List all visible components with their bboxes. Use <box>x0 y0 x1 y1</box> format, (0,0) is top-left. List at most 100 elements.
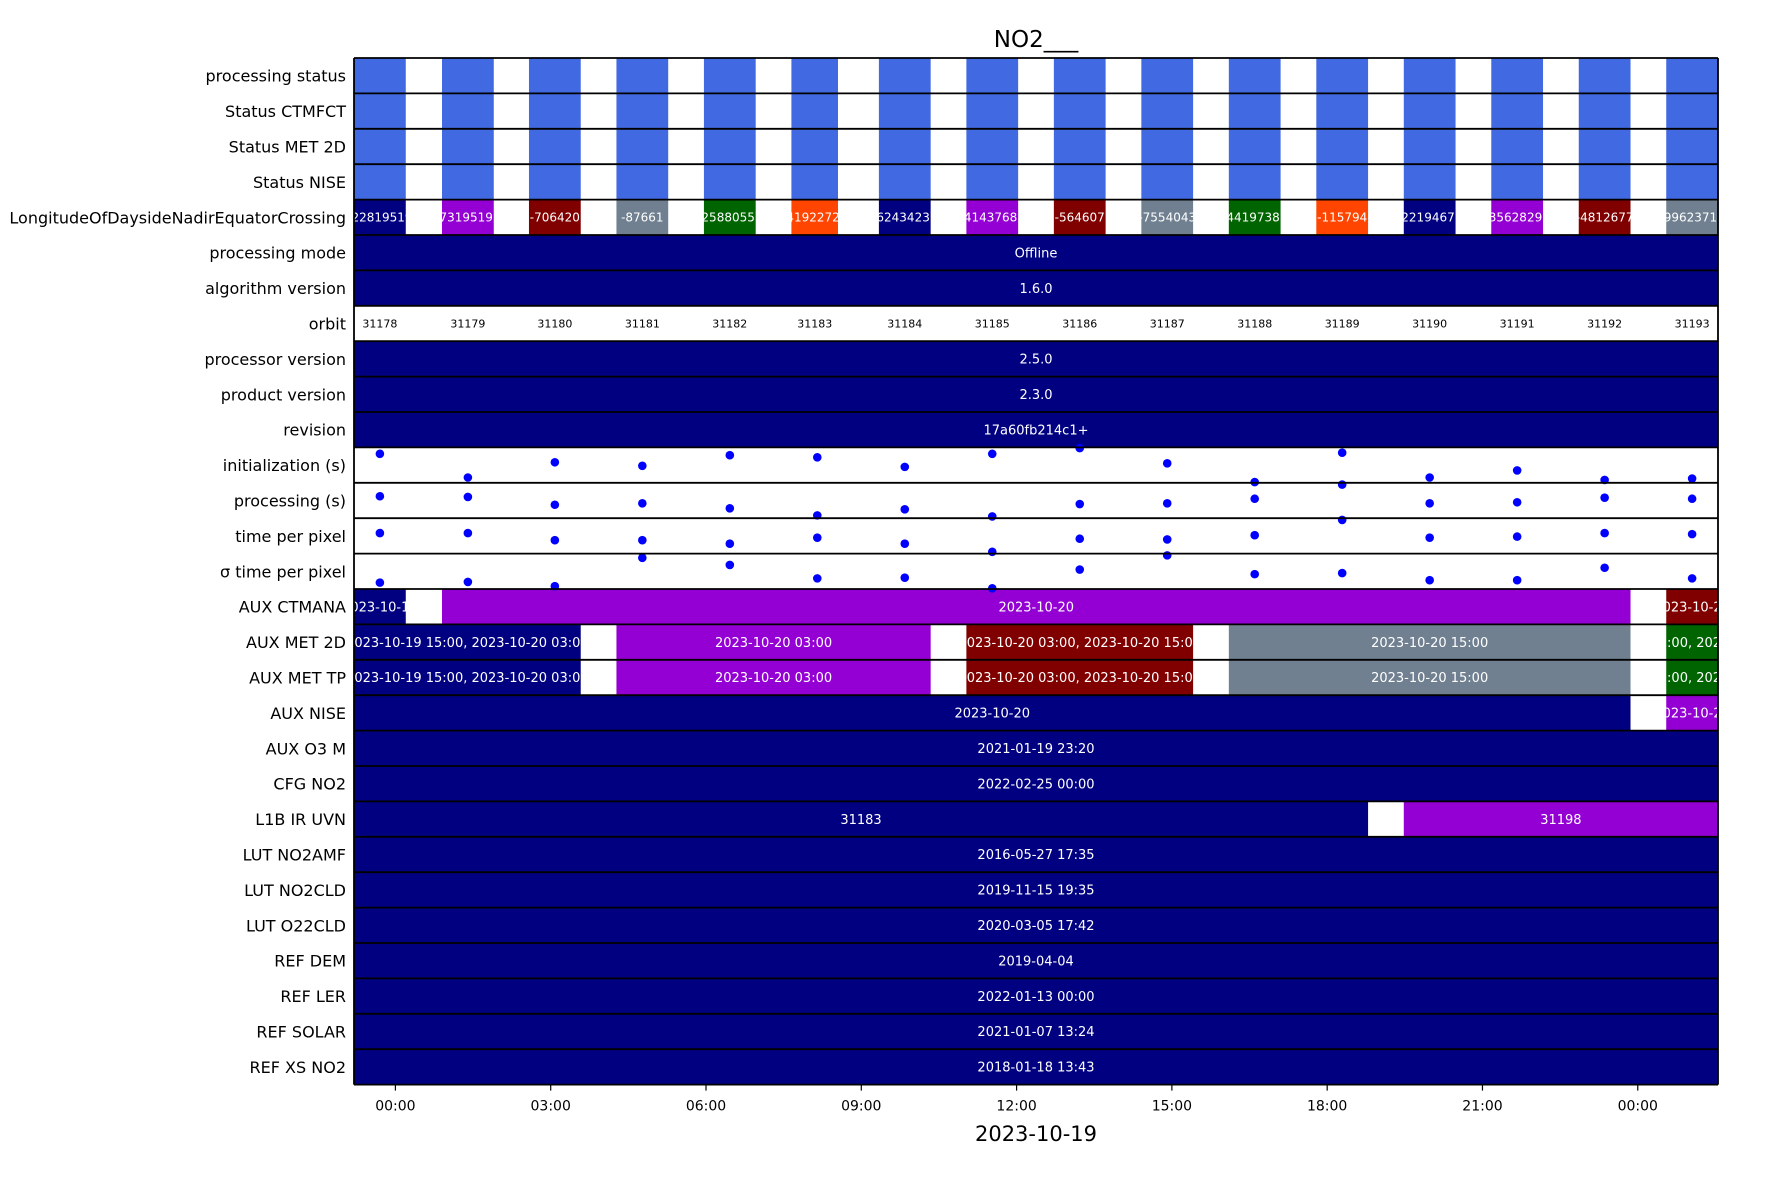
status-block <box>966 128 1019 165</box>
longitude-value: -73195191 <box>435 211 500 225</box>
span-segment <box>1666 589 1718 625</box>
scatter-point <box>638 553 647 563</box>
orbit-number: 31183 <box>797 317 832 330</box>
status-block <box>1053 128 1106 165</box>
scatter-point <box>1337 480 1347 489</box>
span-segment <box>354 589 406 625</box>
orbit-number: 31179 <box>450 317 485 330</box>
scatter-point <box>725 560 735 570</box>
status-block <box>1578 164 1631 200</box>
status-block <box>354 128 406 165</box>
scatter-point <box>1425 473 1434 482</box>
span-segment <box>616 624 931 660</box>
status-block <box>1403 164 1456 200</box>
status-block <box>791 164 838 200</box>
status-block <box>354 164 406 200</box>
status-block <box>1228 164 1281 200</box>
span-segment <box>354 907 1718 943</box>
scatter-point <box>987 449 997 459</box>
orbit-number: 31181 <box>625 317 660 330</box>
scatter-point <box>1425 575 1434 585</box>
longitude-block <box>878 199 931 235</box>
longitude-block <box>1578 199 1631 235</box>
longitude-block <box>1228 199 1281 235</box>
status-block <box>966 58 1019 94</box>
status-block <box>1491 58 1544 94</box>
points-layer <box>375 443 1697 593</box>
longitude-block <box>1316 199 1369 235</box>
row-label: REF DEM <box>274 952 346 971</box>
status-block <box>1053 93 1106 129</box>
status-block <box>1141 164 1194 200</box>
status-block <box>703 128 756 165</box>
x-axis-label: 2023-10-19 <box>975 1122 1097 1146</box>
scatter-point <box>725 450 735 460</box>
orbit-number: 31178 <box>362 317 397 330</box>
scatter-point <box>900 573 910 582</box>
scatter-point <box>550 535 560 545</box>
status-block <box>703 164 756 200</box>
orbit-number: 31189 <box>1325 317 1360 330</box>
status-block <box>1491 128 1544 165</box>
longitude-value: -44197387 <box>1222 211 1287 225</box>
status-block <box>1666 164 1718 200</box>
span-label: 2023-10-19 <box>342 600 418 615</box>
x-tick-label: 06:00 <box>686 1099 726 1115</box>
scatter-point <box>725 539 735 548</box>
longitude-block <box>791 199 838 235</box>
orbit-number: 31186 <box>1062 317 1097 330</box>
scatter-point <box>463 473 473 482</box>
status-block <box>1578 93 1631 129</box>
status-block <box>528 58 581 94</box>
row-label: AUX MET TP <box>249 669 346 688</box>
span-label: 2018-01-18 13:43 <box>977 1061 1094 1076</box>
span-label: 2023-10-20 15:00, 2023-10-21 03:00 <box>1571 671 1771 686</box>
longitude-block <box>703 199 756 235</box>
scatter-point <box>463 492 473 502</box>
scatter-point <box>1162 551 1172 560</box>
longitude-block <box>1403 199 1456 235</box>
status-block <box>1666 93 1718 129</box>
scatter-point <box>638 461 647 471</box>
scatter-point <box>900 462 910 472</box>
status-block <box>966 164 1019 200</box>
span-segment <box>966 659 1194 696</box>
scatter-point <box>375 528 385 538</box>
status-block <box>791 58 838 94</box>
scatter-point <box>1075 565 1085 574</box>
scatter-point <box>1687 574 1697 583</box>
row-label: AUX NISE <box>270 704 346 723</box>
span-segment <box>354 376 1718 412</box>
status-block <box>616 93 669 129</box>
span-label: 31198 <box>1540 813 1581 828</box>
span-label: 2023-10-20 15:00 <box>1371 671 1488 686</box>
span-label: 2020-03-05 17:42 <box>977 919 1094 934</box>
longitude-value: -99623718 <box>1659 211 1724 225</box>
scatter-point <box>550 457 560 467</box>
longitude-block <box>1491 199 1544 235</box>
row-label: Status NISE <box>253 173 346 192</box>
row-label: AUX MET 2D <box>246 633 346 652</box>
scatter-point <box>550 500 560 510</box>
status-block <box>442 128 494 165</box>
span-label: 2022-02-25 00:00 <box>977 777 1094 792</box>
span-label: 2023-10-19 15:00, 2023-10-20 03:00 <box>346 671 589 686</box>
row-label: AUX O3 M <box>266 739 346 758</box>
scatter-point <box>1337 568 1347 578</box>
status-block <box>1228 128 1281 165</box>
scatter-point <box>1512 497 1522 507</box>
status-block <box>703 93 756 129</box>
span-segment <box>354 872 1718 908</box>
span-label: 2019-11-15 19:35 <box>977 884 1094 899</box>
x-tick-label: 15:00 <box>1152 1099 1192 1115</box>
scatter-point <box>812 574 822 583</box>
span-label: 2023-10-20 <box>954 707 1030 722</box>
status-block <box>1316 58 1369 94</box>
scatter-point <box>1162 535 1172 544</box>
span-segment <box>354 624 581 660</box>
row-label: orbit <box>309 315 346 334</box>
row-label: processor version <box>204 350 346 369</box>
longitude-value: -41922727 <box>782 211 847 225</box>
scatter-point <box>638 535 647 545</box>
span-label: 2023-10-21 <box>1654 600 1730 615</box>
